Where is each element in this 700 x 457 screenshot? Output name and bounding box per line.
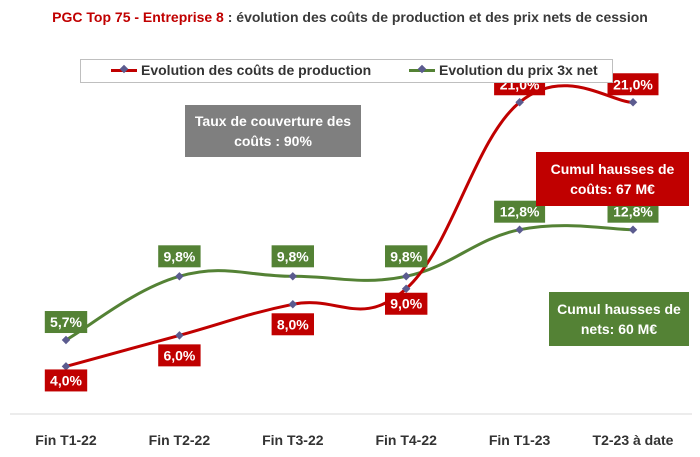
data-label-prices: 12,8%: [607, 200, 659, 223]
chart-title-rest: : évolution des coûts de production et d…: [223, 9, 648, 25]
coverage-rate-text: Taux de couverture des coûts : 90%: [194, 113, 352, 149]
legend-prices-label: Evolution du prix 3x net: [439, 62, 598, 78]
cost-increase-box: Cumul hausses de coûts: 67 M€: [536, 152, 689, 206]
x-tick-label: Fin T2-22: [149, 432, 211, 448]
data-point-prices: [175, 272, 184, 281]
legend-costs-label: Evolution des coûts de production: [141, 62, 372, 78]
legend-item-prices: Evolution du prix 3x net: [409, 62, 598, 78]
data-label-costs: 6,0%: [158, 344, 201, 367]
data-point-costs: [61, 362, 71, 371]
legend-prices-line-icon: [409, 64, 435, 73]
data-point-prices: [401, 272, 411, 281]
data-point-prices: [628, 225, 638, 234]
data-point-prices: [515, 225, 524, 234]
svg-text:12,8%: 12,8%: [500, 204, 540, 220]
x-tick-layer: Fin T1-22 Fin T2-22 Fin T3-22 Fin T4-22 Fin …: [35, 432, 673, 448]
svg-text:21,0%: 21,0%: [613, 76, 653, 92]
svg-text:6,0%: 6,0%: [163, 347, 195, 363]
legend-costs-line-icon: [111, 64, 137, 73]
data-point-prices: [288, 272, 298, 281]
svg-text:9,0%: 9,0%: [390, 296, 422, 312]
data-label-costs: 4,0%: [44, 369, 88, 392]
net-increase-box: Cumul hausses de nets: 60 M€: [549, 292, 689, 346]
data-label-prices: 9,8%: [385, 245, 428, 268]
data-point-costs: [628, 98, 638, 107]
data-point-costs: [288, 300, 298, 309]
x-tick-label: Fin T3-22: [262, 432, 324, 448]
cost-increase-text: Cumul hausses de coûts: 67 M€: [550, 161, 675, 197]
data-label-prices: 12,8%: [494, 200, 546, 223]
data-label-prices: 5,7%: [44, 311, 88, 334]
net-increase-text: Cumul hausses de nets: 60 M€: [557, 301, 681, 337]
svg-text:9,8%: 9,8%: [277, 248, 309, 264]
legend: Evolution des coûts de production Evolut…: [80, 59, 613, 83]
x-tick-label: T2-23 à date: [593, 432, 674, 448]
chart-title-highlight: PGC Top 75 - Entreprise 8: [52, 9, 224, 25]
svg-text:9,8%: 9,8%: [390, 248, 422, 264]
svg-text:8,0%: 8,0%: [277, 316, 309, 332]
svg-text:12,8%: 12,8%: [613, 204, 653, 220]
svg-text:4,0%: 4,0%: [50, 372, 82, 388]
legend-item-costs: Evolution des coûts de production: [111, 62, 371, 78]
chart-title: PGC Top 75 - Entreprise 8 : évolution de…: [0, 7, 700, 28]
data-label-costs: 9,0%: [385, 292, 428, 315]
data-label-costs: 21,0%: [607, 73, 659, 96]
x-tick-label: Fin T1-22: [35, 432, 97, 448]
data-label-prices: 9,8%: [158, 245, 201, 268]
data-label-prices: 9,8%: [271, 245, 314, 268]
svg-text:5,7%: 5,7%: [50, 314, 82, 330]
series-line-prices: [64, 224, 635, 342]
x-tick-label: Fin T4-22: [375, 432, 437, 448]
data-point-costs: [515, 98, 524, 107]
data-point-costs: [401, 284, 411, 293]
svg-text:9,8%: 9,8%: [163, 248, 195, 264]
coverage-rate-box: Taux de couverture des coûts : 90%: [185, 105, 361, 157]
data-label-costs: 8,0%: [271, 313, 314, 336]
x-tick-label: Fin T1-23: [489, 432, 551, 448]
data-point-costs: [175, 331, 184, 340]
